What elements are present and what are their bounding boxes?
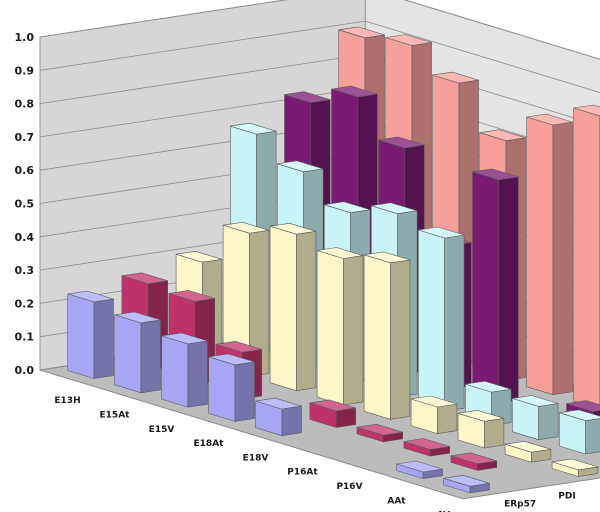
- y-tick-label: 0.9: [15, 64, 35, 77]
- y-tick-label: 0.0: [15, 364, 35, 377]
- y-tick-label: 0.6: [15, 164, 35, 177]
- bar-Grp78-E15V: [269, 222, 317, 392]
- y-tick-label: 0.3: [15, 264, 35, 277]
- series-labels: ERp57PDIGrp78CRTGrp94CNX: [504, 491, 576, 510]
- category-label: E13H: [54, 396, 80, 406]
- y-tick-label: 0.1: [15, 331, 35, 344]
- bar-PDI-P16V: [403, 438, 451, 457]
- category-label: AAt: [387, 496, 406, 506]
- bar-ERp57-AAt: [396, 460, 443, 480]
- bar-Grp94-E18V: [472, 168, 519, 404]
- bar-ERp57-E18At: [208, 353, 255, 422]
- bar-ERp57-E18V: [255, 397, 302, 437]
- y-tick-label: 0.4: [15, 231, 35, 244]
- category-labels: E13H E15At E15V E18At E18V P16At P16V AAt AV: [54, 396, 450, 512]
- bar-PDI-E18V: [309, 399, 357, 428]
- y-tick-label: 1.0: [15, 31, 35, 44]
- bar-Grp78-P16At: [410, 395, 458, 435]
- category-label: P16V: [336, 482, 362, 492]
- bar-CRT-E18V: [417, 226, 465, 412]
- bar-Grp78-E15At: [222, 221, 270, 377]
- bar-ERp57-E15V: [161, 332, 208, 408]
- bar-ERp57-AV: [443, 474, 490, 494]
- bar-Grp78-AV: [551, 458, 599, 477]
- y-tick-label: 0.2: [15, 297, 35, 310]
- category-label: E18At: [194, 439, 225, 449]
- bar-CRT-AAt: [558, 409, 600, 455]
- series-label: ERp57: [504, 500, 536, 510]
- series-label: PDI: [558, 491, 575, 501]
- y-tick-label: 0.5: [15, 198, 35, 211]
- bars: [67, 26, 600, 494]
- y-tick-label: 0.7: [15, 131, 35, 144]
- bar-Grp78-E18V: [363, 251, 411, 420]
- category-label: E15V: [149, 425, 175, 435]
- category-label: E15At: [100, 410, 131, 420]
- y-tick-label: 0.8: [15, 98, 35, 111]
- bar-Grp78-AAt: [504, 440, 552, 463]
- category-label: AV: [437, 511, 450, 512]
- bar-PDI-P16At: [356, 423, 404, 443]
- gridline: [39, 0, 600, 60]
- y-tick-labels: 0.0 0.1 0.2 0.3 0.4 0.5 0.6 0.7 0.8 0.9 1.0: [15, 31, 35, 377]
- bar-CRT-P16V: [511, 395, 559, 441]
- bar-Grp78-P16V: [457, 409, 505, 449]
- category-label: P16At: [287, 468, 318, 478]
- bar-Grp78-E18At: [316, 247, 364, 406]
- category-label: E18V: [243, 453, 269, 463]
- bar-ERp57-E13H: [67, 290, 114, 379]
- bar-ERp57-E15At: [114, 311, 161, 394]
- bar-PDI-AAt: [450, 452, 498, 471]
- bar-CNX-P16At: [573, 104, 600, 410]
- gridline: [39, 20, 600, 93]
- bar-CNX-E18V: [526, 113, 573, 396]
